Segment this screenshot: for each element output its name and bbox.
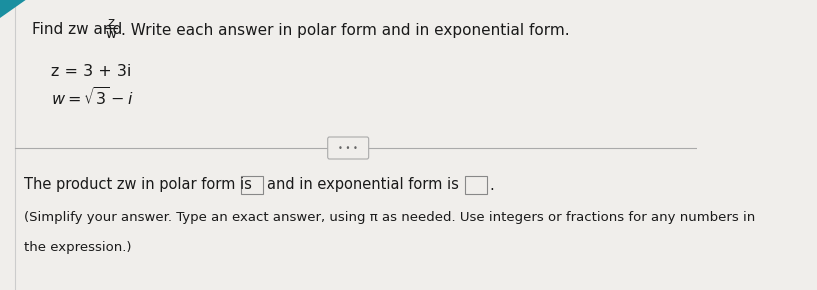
Text: The product zw in polar form is: The product zw in polar form is <box>24 177 252 193</box>
Text: z = 3 + 3i: z = 3 + 3i <box>51 64 132 79</box>
Text: . Write each answer in polar form and in exponential form.: . Write each answer in polar form and in… <box>121 23 569 37</box>
FancyBboxPatch shape <box>465 176 487 194</box>
Text: and in exponential form is: and in exponential form is <box>267 177 459 193</box>
Text: Find zw and: Find zw and <box>33 23 127 37</box>
Text: the expression.): the expression.) <box>24 242 132 255</box>
Polygon shape <box>0 0 25 18</box>
Text: z: z <box>108 15 114 28</box>
Text: (Simplify your answer. Type an exact answer, using π as needed. Use integers or : (Simplify your answer. Type an exact ans… <box>24 211 755 224</box>
Text: .: . <box>490 177 494 193</box>
Text: • • •: • • • <box>338 144 358 153</box>
FancyBboxPatch shape <box>241 176 263 194</box>
FancyBboxPatch shape <box>328 137 368 159</box>
Text: $w = \sqrt{3} - i$: $w = \sqrt{3} - i$ <box>51 87 134 109</box>
Text: w: w <box>105 28 116 41</box>
